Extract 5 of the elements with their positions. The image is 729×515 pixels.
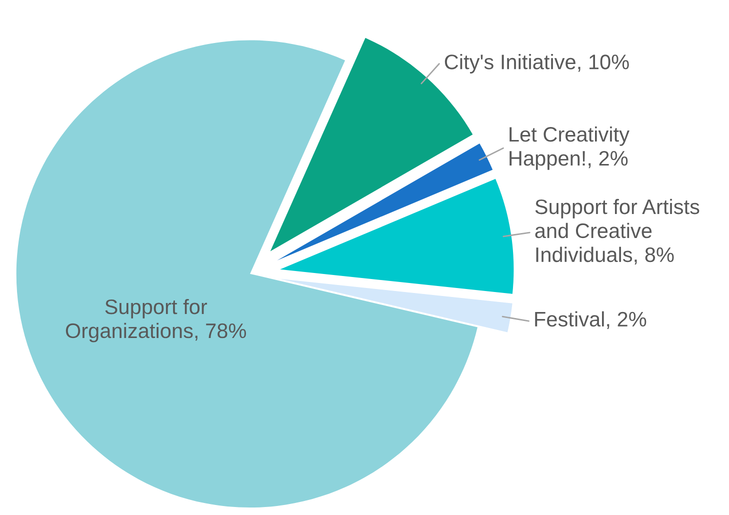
slice-label: Let Creativity Happen!, 2%: [510, 126, 630, 170]
slice-label: Festival, 2%: [535, 311, 646, 330]
slice-label: City's Initiative, 10%: [444, 54, 629, 74]
slice-label: Support for Artists and Creative Individuals, 8%: [535, 198, 700, 265]
slice-label: Support for Organizations, 78%: [66, 298, 246, 342]
